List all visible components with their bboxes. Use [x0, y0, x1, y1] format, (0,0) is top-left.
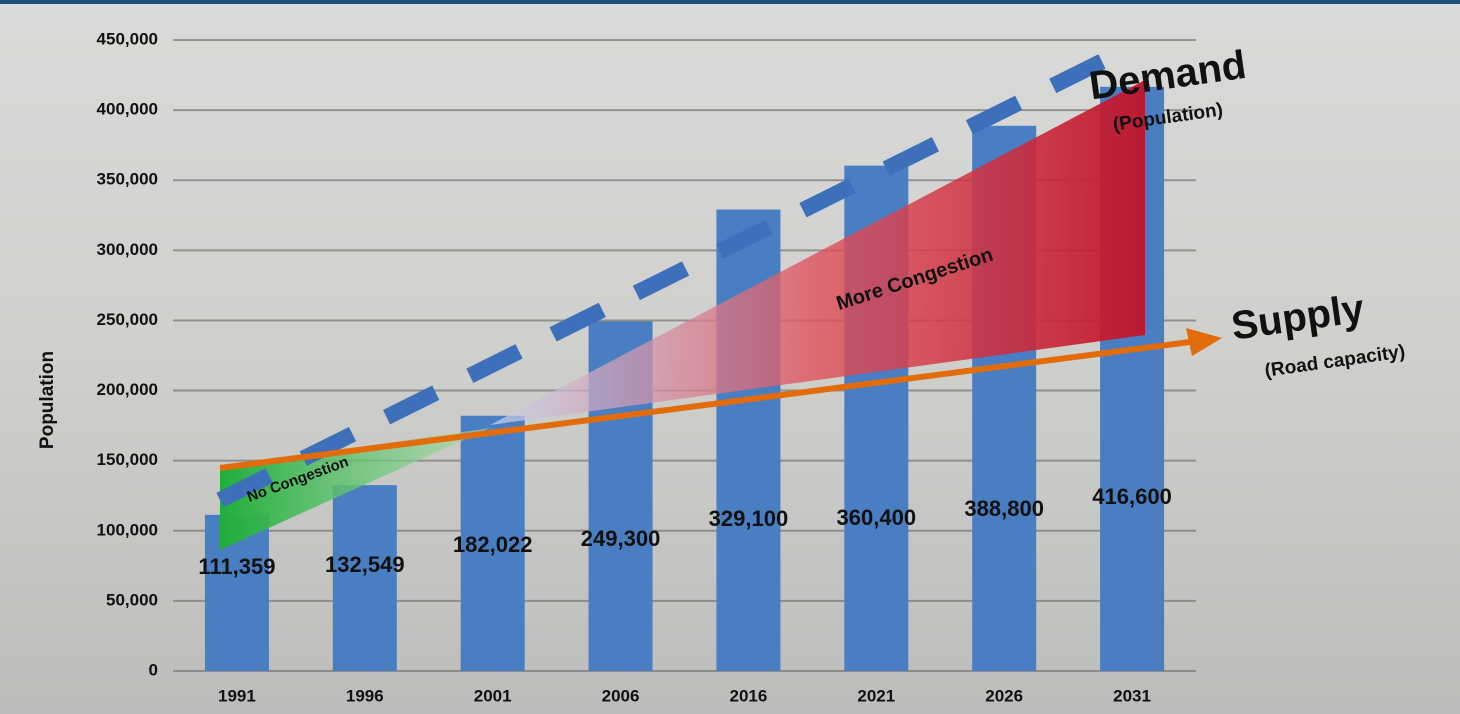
x-tick-label: 1991	[218, 686, 256, 705]
value-label: 249,300	[581, 526, 661, 551]
value-label: 416,600	[1092, 484, 1172, 509]
y-tick-label: 450,000	[97, 29, 158, 48]
x-tick-label: 2026	[985, 686, 1023, 705]
y-axis-label: Population	[37, 351, 58, 449]
value-label: 132,549	[325, 552, 405, 577]
y-tick-label: 250,000	[97, 310, 158, 329]
x-tick-label: 2031	[1113, 686, 1151, 705]
supply-arrow	[219, 339, 1191, 471]
x-tick-label: 2006	[602, 686, 640, 705]
demand-trend	[216, 42, 1129, 508]
y-tick-label: 150,000	[97, 450, 158, 469]
y-tick-label: 300,000	[97, 240, 158, 259]
y-tick-label: 350,000	[97, 170, 158, 189]
top-border	[0, 0, 1460, 4]
x-tick-label: 2016	[730, 686, 768, 705]
x-tick-label: 2021	[857, 686, 895, 705]
y-tick-label: 100,000	[97, 520, 158, 539]
bars	[204, 86, 1165, 672]
congestion-wedge	[490, 80, 1145, 425]
supply-arrowhead	[1186, 328, 1222, 356]
value-label: 329,100	[709, 506, 789, 531]
bar	[460, 415, 525, 671]
x-tick-label: 2001	[474, 686, 512, 705]
value-label: 360,400	[837, 505, 917, 530]
overlay: Demand (Population) Supply (Road capacit…	[216, 42, 1406, 550]
x-tick-label: 1996	[346, 686, 384, 705]
bar	[332, 485, 397, 671]
value-label: 388,800	[964, 496, 1044, 521]
value-labels: 111,359 132,549 182,022 249,300 329,100 360,4…	[198, 484, 1171, 579]
y-tick-label: 50,000	[106, 590, 158, 609]
value-label: 182,022	[453, 532, 533, 557]
y-tick-label: 400,000	[97, 100, 158, 119]
y-tick-label: 200,000	[97, 380, 158, 399]
y-tick-label: 0	[149, 660, 158, 679]
value-label: 111,359	[198, 554, 275, 579]
